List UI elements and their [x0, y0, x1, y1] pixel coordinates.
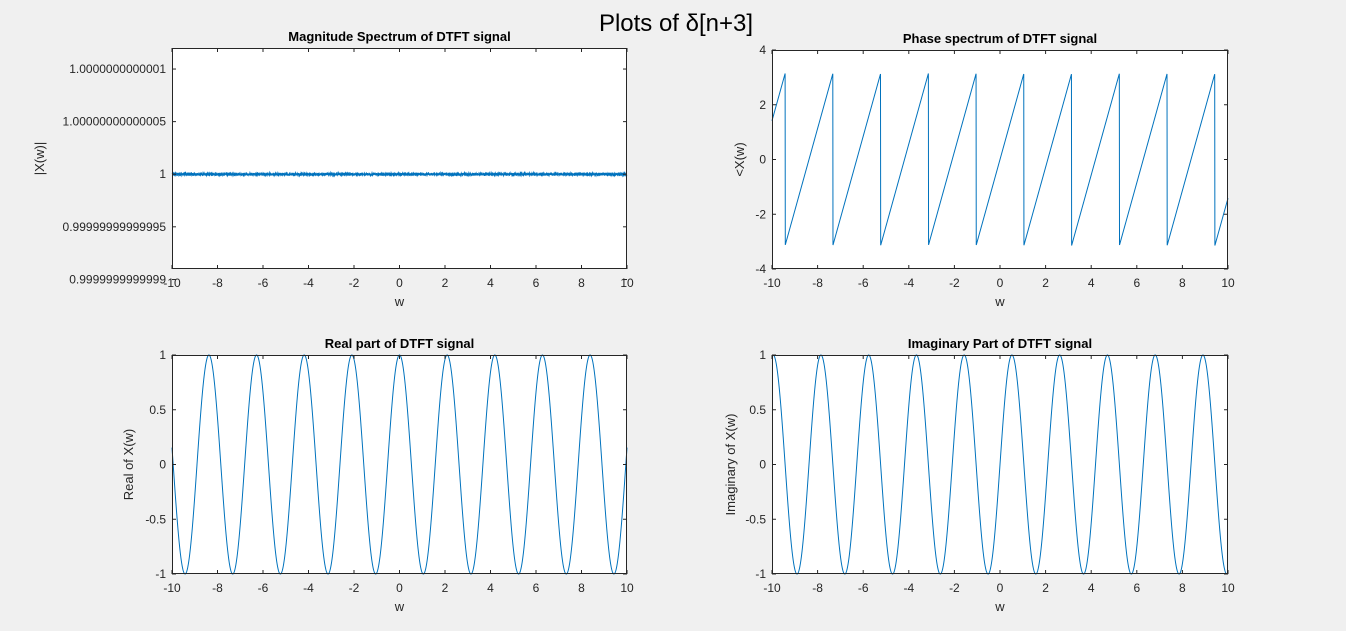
x-tick-label: 6	[1133, 581, 1140, 595]
y-tick-label: 0.5	[149, 403, 166, 417]
series-line-phase	[771, 73, 1229, 246]
x-tick-label: -2	[349, 581, 360, 595]
x-tick-label: 0	[396, 581, 403, 595]
series-line-imag	[771, 354, 1229, 575]
subplot-title: Magnitude Spectrum of DTFT signal	[288, 29, 510, 44]
x-tick-label: -4	[903, 581, 914, 595]
x-tick-label: 6	[533, 276, 540, 290]
x-tick-label: 0	[997, 276, 1004, 290]
x-tick-label: -10	[763, 581, 781, 595]
y-tick-label: -0.5	[745, 512, 766, 526]
x-tick-label: -4	[303, 276, 314, 290]
x-tick-label: -8	[212, 276, 223, 290]
figure-super-title: Plots of δ[n+3]	[599, 10, 753, 37]
plot-area-real	[172, 355, 627, 574]
x-tick-label: 4	[1088, 581, 1095, 595]
x-tick-label: 4	[487, 276, 494, 290]
subplot-real: -10 -8 -6 -4 -2 0 2 4 6 8 10 -1 -0.5 0 0.5 1 Real part o…	[121, 336, 634, 614]
x-tick-label: 6	[1133, 276, 1140, 290]
x-tick-label: -6	[858, 581, 869, 595]
x-tick-label: 10	[620, 276, 634, 290]
x-tick-label: -10	[163, 581, 181, 595]
x-axis-label: w	[994, 599, 1005, 614]
y-tick-label: 1.0000000000001	[69, 62, 166, 76]
x-tick-label: -2	[349, 276, 360, 290]
y-tick-label: 0	[759, 458, 766, 472]
plot-area-magnitude	[172, 48, 627, 269]
x-axis-label: w	[394, 294, 405, 309]
x-tick-label: -6	[258, 581, 269, 595]
x-tick-label: 2	[442, 581, 449, 595]
y-axis-label: |X(w)|	[32, 142, 47, 175]
x-tick-label: -6	[258, 276, 269, 290]
subplot-title: Phase spectrum of DTFT signal	[903, 31, 1097, 46]
x-tick-label: -4	[303, 581, 314, 595]
x-tick-label: -4	[903, 276, 914, 290]
x-tick-label: 2	[442, 276, 449, 290]
y-tick-label: 4	[759, 43, 766, 57]
subplot-title: Imaginary Part of DTFT signal	[908, 336, 1092, 351]
subplot-panels: -10 -8 -6 -4 -2 0 2 4 6 8 100.99999999999990.99999…	[32, 29, 1235, 614]
y-tick-label: 2	[759, 98, 766, 112]
x-tick-label: 8	[578, 581, 585, 595]
x-tick-label: -8	[812, 581, 823, 595]
y-tick-label: 1	[759, 348, 766, 362]
y-tick-label: -0.5	[145, 512, 166, 526]
x-tick-label: -10	[163, 276, 181, 290]
subplot-title: Real part of DTFT signal	[325, 336, 475, 351]
x-tick-label: 6	[533, 581, 540, 595]
x-tick-label: 10	[1221, 276, 1235, 290]
x-tick-label: 10	[620, 581, 634, 595]
y-tick-label: 1.00000000000005	[63, 115, 167, 129]
y-tick-label: 1	[159, 167, 166, 181]
x-tick-label: 0	[396, 276, 403, 290]
y-axis-label: Real of X(w)	[121, 429, 136, 501]
x-tick-label: -10	[763, 276, 781, 290]
x-tick-label: -2	[949, 276, 960, 290]
y-tick-label: -4	[755, 262, 766, 276]
y-axis-label: Imaginary of X(w)	[723, 414, 738, 516]
x-tick-label: 2	[1042, 276, 1049, 290]
y-tick-label: -1	[155, 567, 166, 581]
y-tick-label: 0.9999999999999	[69, 273, 166, 287]
x-tick-label: 4	[487, 581, 494, 595]
x-tick-label: 10	[1221, 581, 1235, 595]
y-tick-label: 0.99999999999995	[63, 220, 167, 234]
x-tick-label: 0	[997, 581, 1004, 595]
subplot-phase: -10 -8 -6 -4 -2 0 2 4 6 8 10 -4 -2 0 2 4 Phase spectrum …	[732, 31, 1235, 309]
x-axis-label: w	[994, 294, 1005, 309]
y-tick-label: 0	[759, 153, 766, 167]
x-tick-label: -2	[949, 581, 960, 595]
x-tick-label: -6	[858, 276, 869, 290]
x-tick-label: 8	[578, 276, 585, 290]
x-tick-label: -8	[212, 581, 223, 595]
subplot-imag: -10 -8 -6 -4 -2 0 2 4 6 8 10 -1 -0.5 0 0.5 1 Imaginary P…	[723, 336, 1235, 614]
y-tick-label: -2	[755, 207, 766, 221]
x-tick-label: -8	[812, 276, 823, 290]
x-tick-label: 2	[1042, 581, 1049, 595]
series-line-magnitude	[171, 170, 628, 178]
y-tick-label: -1	[755, 567, 766, 581]
x-tick-label: 8	[1179, 276, 1186, 290]
subplot-magnitude: -10 -8 -6 -4 -2 0 2 4 6 8 10 0.9999999999999 0.99999…	[32, 29, 634, 309]
x-tick-label: 4	[1088, 276, 1095, 290]
y-tick-label: 0	[159, 458, 166, 472]
y-axis-label: <X(w)	[732, 142, 747, 176]
x-tick-label: 8	[1179, 581, 1186, 595]
x-axis-label: w	[394, 599, 405, 614]
y-tick-label: 0.5	[749, 403, 766, 417]
y-tick-label: 1	[159, 348, 166, 362]
